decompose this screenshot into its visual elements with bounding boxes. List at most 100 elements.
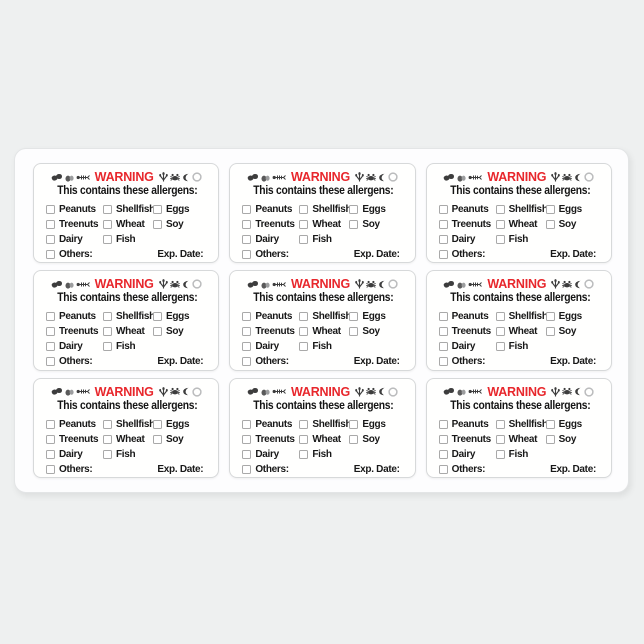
plate-icon	[584, 172, 594, 182]
checkbox-label: Eggs	[166, 418, 190, 430]
allergen-column-1: Peanuts Treenuts Dairy	[438, 417, 496, 462]
checkbox-item-eggs: Eggs	[349, 417, 402, 432]
others-label: Others:	[255, 356, 289, 368]
label-title: This contains these allergens:	[449, 290, 591, 305]
plate-icon	[192, 387, 202, 397]
others-expdate-row: Others: Exp. Date:	[46, 354, 206, 369]
checkbox-label: Dairy	[59, 448, 83, 460]
exp-date-label: Exp. Date:	[550, 249, 596, 260]
checkbox-item-peanuts: Peanuts	[242, 417, 299, 432]
checkbox-item-others: Others:	[438, 462, 485, 477]
checkbox-label: Dairy	[255, 341, 279, 353]
allergen-icons-left	[443, 173, 483, 182]
checkbox-fish	[103, 235, 112, 244]
checkbox-item-treenuts: Treenuts	[438, 324, 496, 339]
checkbox-label: Soy	[558, 433, 577, 445]
checkbox-dairy	[438, 235, 448, 244]
checkbox-item-treenuts: Treenuts	[438, 432, 496, 447]
checkbox-treenuts	[438, 434, 448, 444]
allergen-icons-right	[551, 386, 594, 397]
others-expdate-row: Others: Exp. Date:	[242, 354, 402, 369]
checkbox-label: Wheat	[116, 219, 145, 230]
checkbox-item-fish: Fish	[495, 339, 546, 354]
warning-text: WARNING	[487, 384, 547, 399]
checkbox-item-wheat: Wheat	[103, 217, 153, 232]
others-expdate-row: Others: Exp. Date:	[46, 247, 206, 262]
crab-icon	[169, 173, 180, 181]
eggs-icon	[261, 175, 270, 182]
exp-date-label: Exp. Date:	[157, 463, 204, 475]
allergen-icons-right	[355, 386, 398, 397]
checkbox-item-others: Others:	[438, 354, 485, 369]
eggs-icon	[261, 282, 270, 289]
crab-icon	[169, 388, 180, 395]
allergen-warning-label: WARNING This contains these allergens: P…	[425, 270, 612, 371]
allergen-icons-left	[51, 387, 90, 396]
wheat-icon	[158, 386, 168, 397]
checkbox-dairy	[242, 342, 252, 352]
checkbox-label: Fish	[312, 448, 332, 460]
allergen-column-2: Shellfish Wheat Fish	[299, 202, 352, 247]
checkbox-item-dairy: Dairy	[46, 232, 103, 247]
checkbox-label: Peanuts	[59, 418, 96, 430]
allergen-icons-right	[551, 279, 594, 289]
checkbox-item-eggs: Eggs	[153, 202, 206, 217]
checkbox-wheat	[495, 327, 505, 337]
checkbox-label: Treenuts	[255, 326, 295, 338]
checkbox-peanuts	[438, 205, 448, 214]
checkbox-wheat	[299, 327, 309, 337]
exp-date-label: Exp. Date:	[157, 356, 204, 368]
checkbox-item-treenuts: Treenuts	[242, 324, 299, 339]
checkbox-item-eggs: Eggs	[545, 309, 599, 324]
allergen-column-3: Eggs Soy	[349, 417, 402, 462]
checkbox-treenuts	[242, 327, 252, 337]
checkbox-label: Dairy	[451, 448, 476, 460]
checkbox-treenuts	[46, 220, 55, 229]
checkbox-item-shellfish: Shellfish	[299, 417, 352, 432]
fish-skeleton-icon	[468, 389, 483, 395]
plate-icon	[388, 172, 398, 182]
checkbox-label: Shellfish	[312, 311, 352, 323]
checkbox-item-treenuts: Treenuts	[242, 432, 299, 447]
allergen-icons-left	[51, 280, 90, 289]
checkbox-fish	[495, 235, 505, 244]
checkbox-label: Soy	[558, 219, 577, 230]
label-header: WARNING	[242, 277, 402, 291]
checkbox-item-wheat: Wheat	[103, 324, 153, 339]
allergen-column-2: Shellfish Wheat Fish	[103, 202, 155, 247]
checkbox-item-wheat: Wheat	[495, 217, 546, 232]
checkbox-label: Wheat	[116, 326, 145, 338]
checkbox-item-treenuts: Treenuts	[46, 432, 103, 447]
checkbox-wheat	[495, 220, 505, 229]
exp-date-label: Exp. Date:	[550, 463, 596, 475]
checkbox-others	[46, 357, 55, 367]
label-header: WARNING	[242, 170, 402, 184]
checkbox-label: Fish	[508, 341, 529, 353]
checkbox-others	[242, 250, 252, 259]
checkbox-dairy	[438, 449, 448, 459]
label-header: WARNING	[242, 385, 402, 399]
checkbox-wheat	[103, 327, 112, 337]
crab-icon	[366, 173, 376, 181]
others-label: Others:	[59, 356, 93, 368]
checkbox-treenuts	[438, 327, 448, 337]
checkbox-soy	[349, 327, 359, 337]
checkbox-label: Soy	[558, 326, 577, 338]
allergen-column-2: Shellfish Wheat Fish	[495, 417, 548, 462]
checkbox-label: Soy	[362, 219, 380, 230]
allergen-column-1: Peanuts Treenuts Dairy	[46, 417, 103, 462]
allergen-column-3: Eggs Soy	[153, 417, 206, 462]
shrimp-icon	[182, 173, 189, 181]
checkbox-label: Wheat	[312, 219, 341, 230]
label-title: This contains these allergens:	[253, 397, 394, 412]
checkbox-item-dairy: Dairy	[438, 339, 496, 354]
checkbox-item-shellfish: Shellfish	[103, 417, 155, 432]
checkbox-label: Wheat	[312, 326, 341, 338]
checkbox-eggs	[545, 205, 555, 214]
label-title: This contains these allergens:	[57, 397, 198, 412]
others-label: Others:	[451, 249, 486, 260]
checkbox-peanuts	[438, 312, 448, 322]
allergen-column-1: Peanuts Treenuts Dairy	[242, 202, 299, 247]
checkbox-item-peanuts: Peanuts	[242, 202, 299, 217]
allergen-column-2: Shellfish Wheat Fish	[299, 309, 352, 354]
